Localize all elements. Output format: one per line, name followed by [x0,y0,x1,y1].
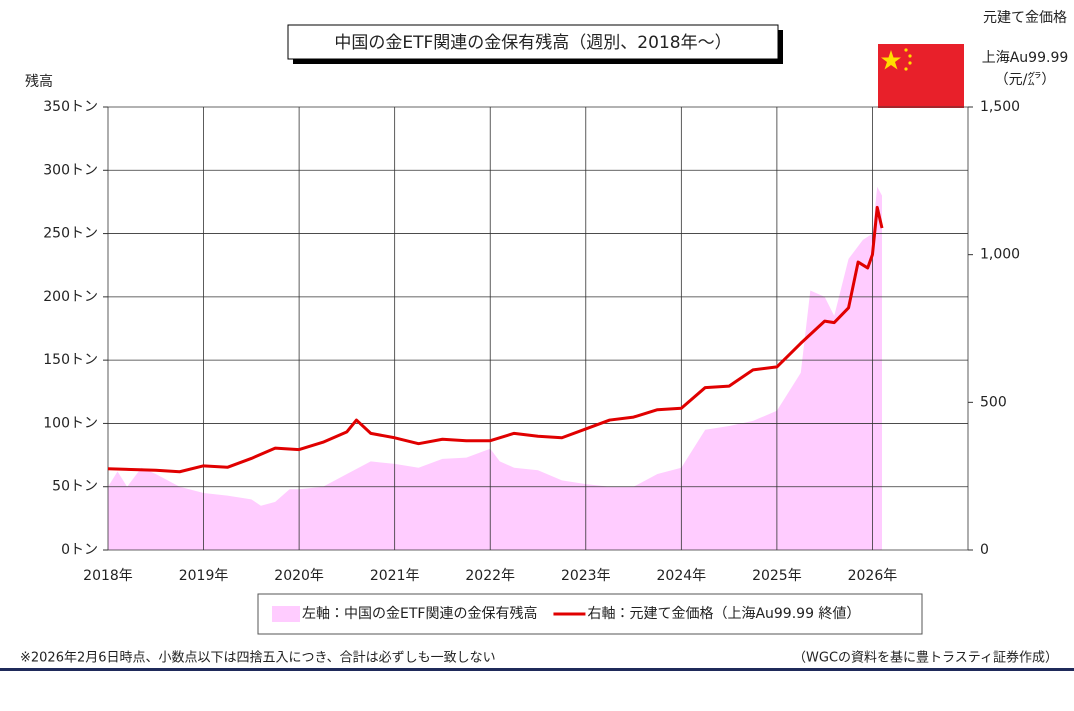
y2-axis-label: 元建て金価格 [983,10,1067,26]
legend-label: 右軸：元建て金価格（上海Au99.99 終値） [587,606,860,622]
y-tick-label: 0トン [61,542,98,558]
flag-star [908,54,912,58]
flag-star [904,48,908,52]
x-tick-label: 2024年 [657,568,707,584]
x-tick-label: 2025年 [752,568,802,584]
legend-box [257,593,923,635]
y2-axis-label: （元/㌘） [995,71,1056,88]
x-tick-label: 2021年 [370,568,420,584]
chart-title: 中国の金ETF関連の金保有残高（週別、2018年～） [334,33,731,53]
source-note: （WGCの資料を基に豊トラスティ証券作成） [793,651,1058,666]
y-tick-label: 100トン [43,415,98,431]
y2-tick-label: 1,000 [980,247,1020,263]
line [107,205,884,474]
y-tick-label: 300トン [43,162,98,178]
x-tick-label: 2023年 [561,568,611,584]
title-box [287,24,779,60]
x-tick-label: 2020年 [274,568,324,584]
y2-tick-label: 1,500 [980,99,1020,115]
x-tick-label: 2026年 [848,568,898,584]
legend-label: 左軸：中国の金ETF関連の金保有残高 [302,605,537,622]
legend-swatch [272,606,300,622]
y-tick-label: 250トン [43,226,98,242]
footnote: ※2026年2月6日時点、小数点以下は四捨五入につき、合計は必ずしも一致しない [20,650,496,666]
flag-star [904,67,908,71]
y-axis-label: 残高 [25,73,53,90]
flag [878,44,964,108]
area [108,186,882,551]
y-tick-label: 200トン [43,289,98,305]
footer-rule [0,668,1074,671]
x-tick-label: 2018年 [83,568,133,584]
y2-tick-label: 500 [980,394,1007,410]
y-tick-label: 350トン [43,99,98,115]
x-tick-label: 2022年 [465,568,515,584]
y-tick-label: 50トン [52,479,98,495]
y-tick-label: 150トン [43,352,98,368]
plot-area: 0トン 50トン 100トン 150トン 200トン 250トン 300トン 350トン 0 50… [43,99,1020,584]
flag-star [908,61,912,65]
y2-axis-label: 上海Au99.99 [982,50,1069,66]
flag-star [881,50,901,70]
x-tick-label: 2019年 [179,568,229,584]
y2-tick-label: 0 [980,542,989,558]
